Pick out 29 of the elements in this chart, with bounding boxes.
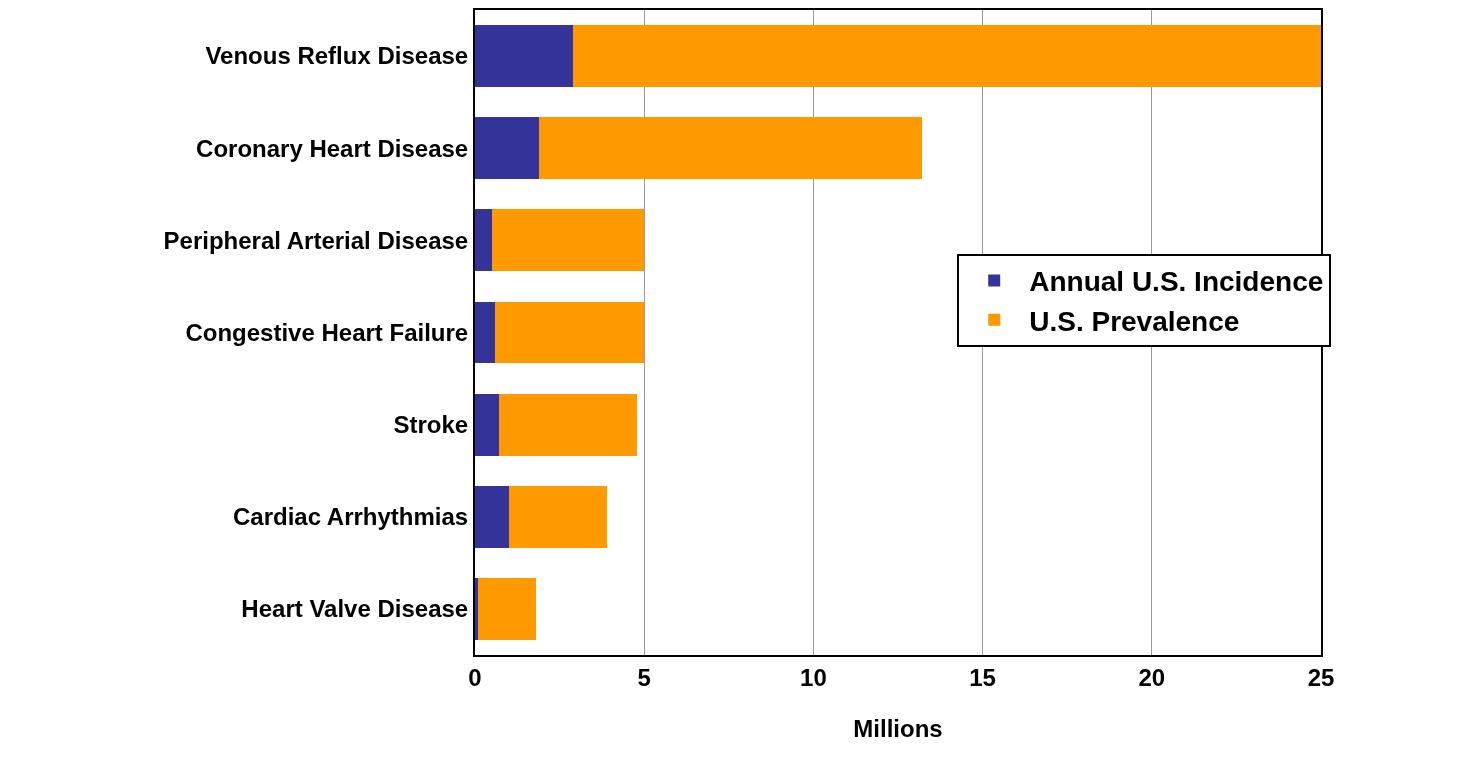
bar <box>491 209 645 272</box>
x-tick-label: 10 <box>800 663 827 691</box>
bar <box>475 393 499 456</box>
legend-label: Annual U.S. Incidence <box>1029 266 1324 298</box>
x-tick-label: 5 <box>637 663 651 691</box>
bar <box>475 117 540 180</box>
bar <box>475 301 496 364</box>
x-tick-label: 20 <box>1138 663 1166 691</box>
x-axis-title: Millions <box>853 714 943 742</box>
bar <box>508 485 607 548</box>
legend-label: U.S. Prevalence <box>1029 305 1240 337</box>
y-tick-label: Coronary Heart Disease <box>196 134 469 162</box>
y-tick-label: Heart Valve Disease <box>241 595 469 623</box>
bar <box>573 25 1321 87</box>
bar <box>539 117 922 180</box>
bar <box>475 209 492 272</box>
bar <box>475 485 509 548</box>
bar <box>498 393 638 456</box>
x-tick-label: 15 <box>969 663 996 691</box>
bar <box>495 301 645 364</box>
bar <box>478 578 536 640</box>
x-tick-label: 0 <box>468 663 482 691</box>
y-tick-label: Stroke <box>393 411 469 439</box>
y-tick-label: Cardiac Arrhythmias <box>233 503 469 531</box>
y-tick-label: Congestive Heart Failure <box>185 318 469 346</box>
y-tick-label: Venous Reflux Disease <box>205 42 469 70</box>
x-tick-label: 25 <box>1307 663 1335 691</box>
y-tick-label: Peripheral Arterial Disease <box>163 226 469 254</box>
bar <box>475 25 574 87</box>
